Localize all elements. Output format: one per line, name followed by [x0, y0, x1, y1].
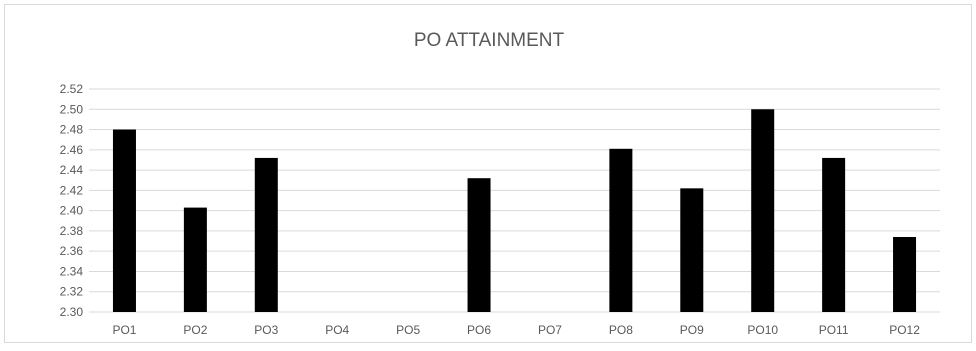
x-axis: PO1 PO2 PO3 PO4 PO5 PO6 PO7 PO8 PO9 PO10 PO11 PO12: [112, 323, 920, 337]
y-tick-label: 2.34: [60, 264, 84, 278]
x-tick-label: PO9: [680, 323, 704, 337]
y-tick-label: 2.38: [60, 224, 84, 238]
x-tick-label: PO3: [254, 323, 278, 337]
x-tick-label: PO11: [819, 323, 849, 337]
y-axis: 2.30 2.32 2.34 2.36 2.38 2.40 2.42 2.44 2.46 2.48…: [60, 82, 84, 319]
x-tick-label: PO4: [325, 323, 349, 337]
bar-po1: [112, 129, 136, 312]
y-tick-label: 2.36: [60, 244, 84, 258]
y-tick-label: 2.50: [60, 102, 84, 116]
x-tick-label: PO2: [183, 323, 207, 337]
chart-container: PO ATTAINMENT 2.30 2.32 2.34 2.36 2.38 2.40 2.…: [4, 4, 972, 343]
y-tick-label: 2.32: [60, 285, 84, 299]
x-tick-label: PO7: [538, 323, 562, 337]
y-tick-label: 2.46: [60, 143, 84, 157]
bars: [112, 109, 917, 312]
bar-po6: [467, 178, 491, 312]
x-tick-label: PO8: [609, 323, 633, 337]
bar-po11: [822, 157, 846, 312]
x-tick-label: PO6: [467, 323, 491, 337]
bar-po2: [183, 207, 207, 312]
y-tick-label: 2.30: [60, 305, 84, 319]
y-tick-label: 2.44: [60, 163, 84, 177]
gridlines: [89, 88, 940, 313]
x-tick-label: PO12: [889, 323, 920, 337]
bar-po3: [254, 157, 278, 312]
bar-po9: [680, 188, 704, 312]
bar-po8: [609, 148, 633, 312]
chart-title: PO ATTAINMENT: [414, 30, 565, 51]
x-tick-label: PO5: [396, 323, 420, 337]
x-tick-label: PO10: [747, 323, 778, 337]
bar-po12: [893, 236, 917, 312]
y-tick-label: 2.42: [60, 183, 84, 197]
y-tick-label: 2.52: [60, 82, 84, 96]
x-tick-label: PO1: [112, 323, 136, 337]
bar-po10: [751, 109, 775, 312]
y-tick-label: 2.48: [60, 123, 84, 137]
bar-chart: PO ATTAINMENT 2.302.322.342.362.382.402.…: [60, 30, 940, 337]
y-tick-label: 2.40: [60, 204, 84, 218]
